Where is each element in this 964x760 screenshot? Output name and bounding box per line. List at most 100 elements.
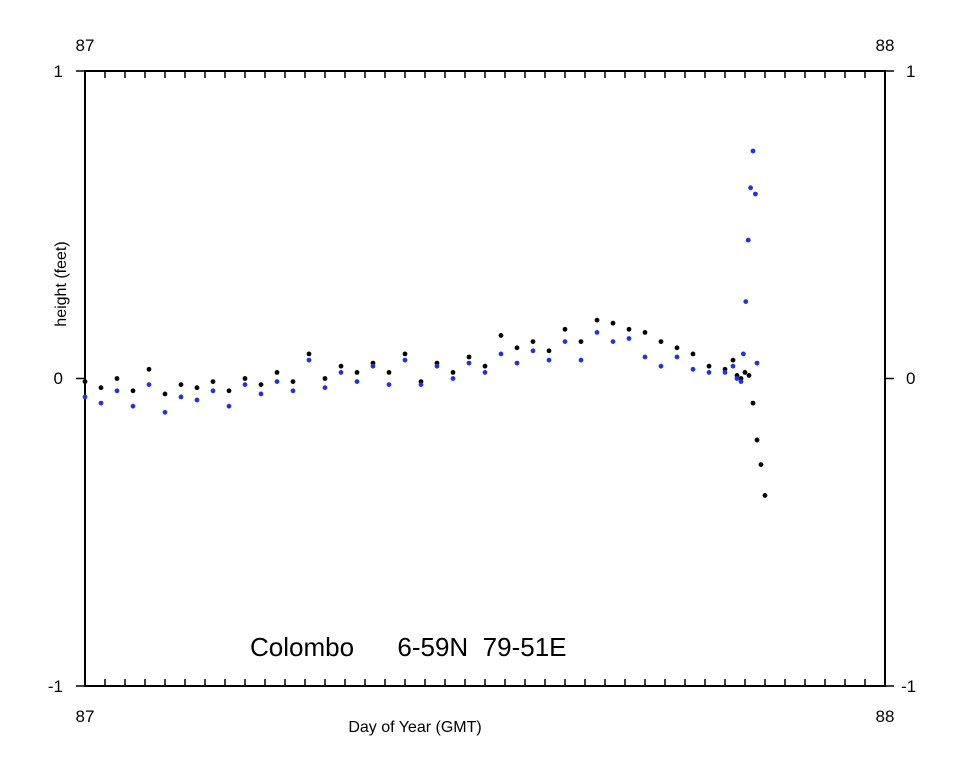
data-point bbox=[594, 330, 600, 335]
data-point bbox=[418, 382, 424, 387]
data-point bbox=[434, 363, 440, 369]
data-point bbox=[306, 357, 312, 363]
data-point bbox=[642, 330, 648, 335]
data-point bbox=[306, 351, 312, 357]
x-tick-top-left: 87 bbox=[76, 36, 95, 55]
data-point bbox=[290, 379, 296, 384]
data-point bbox=[530, 339, 536, 344]
data-point bbox=[450, 370, 456, 375]
data-point bbox=[658, 339, 664, 344]
data-point bbox=[754, 360, 760, 366]
y-tick-left-bottom: -1 bbox=[48, 677, 63, 696]
data-point bbox=[562, 339, 568, 344]
y-tick-left-top: 1 bbox=[54, 62, 63, 81]
data-point bbox=[226, 403, 232, 409]
data-point bbox=[242, 376, 248, 381]
data-point bbox=[194, 397, 200, 403]
y-tick-right-middle: 0 bbox=[906, 369, 915, 388]
data-point bbox=[578, 357, 584, 363]
data-point bbox=[386, 382, 392, 387]
data-point bbox=[626, 336, 632, 341]
y-tick-left-middle: 0 bbox=[54, 369, 63, 388]
data-point bbox=[742, 370, 748, 375]
series-1 bbox=[82, 148, 760, 415]
data-point bbox=[758, 462, 764, 467]
data-point bbox=[750, 148, 756, 154]
data-point bbox=[562, 326, 568, 332]
data-point bbox=[162, 391, 168, 397]
data-point bbox=[98, 385, 104, 391]
x-tick-top-right: 88 bbox=[876, 36, 895, 55]
data-point bbox=[746, 373, 752, 378]
data-point bbox=[642, 354, 648, 360]
data-point bbox=[754, 437, 760, 443]
data-point bbox=[130, 388, 136, 394]
data-point bbox=[690, 366, 696, 372]
data-point bbox=[146, 366, 152, 372]
data-point bbox=[498, 351, 504, 357]
x-tick-bottom-left: 87 bbox=[76, 707, 95, 726]
data-point bbox=[98, 400, 104, 406]
data-point bbox=[546, 348, 552, 354]
y-axis-label: height (feet) bbox=[53, 241, 70, 326]
data-point bbox=[354, 379, 360, 384]
data-point bbox=[722, 370, 728, 375]
data-point bbox=[498, 333, 504, 338]
y-tick-right-top: 1 bbox=[906, 62, 915, 81]
data-point bbox=[546, 357, 552, 363]
data-point bbox=[610, 320, 616, 326]
data-point bbox=[745, 237, 751, 243]
data-point bbox=[354, 370, 360, 375]
series-layer bbox=[82, 148, 768, 498]
data-point bbox=[753, 191, 758, 197]
data-point bbox=[226, 388, 232, 394]
data-point bbox=[386, 370, 392, 375]
data-point bbox=[114, 376, 120, 381]
data-point bbox=[674, 345, 680, 351]
data-point bbox=[482, 363, 488, 369]
data-point bbox=[748, 185, 753, 191]
x-axis-label: Day of Year (GMT) bbox=[348, 719, 481, 736]
data-point bbox=[82, 394, 88, 400]
axis-ticks bbox=[76, 70, 894, 687]
data-point bbox=[450, 376, 456, 381]
data-point bbox=[162, 409, 168, 415]
data-point bbox=[114, 388, 120, 394]
data-point bbox=[743, 299, 749, 304]
data-point bbox=[514, 360, 520, 366]
data-point bbox=[594, 317, 600, 323]
data-point bbox=[482, 370, 488, 375]
data-point bbox=[82, 379, 88, 384]
data-point bbox=[466, 360, 472, 366]
data-point bbox=[370, 363, 376, 369]
data-point bbox=[530, 348, 536, 354]
data-point bbox=[738, 379, 744, 384]
data-point bbox=[146, 382, 152, 387]
data-point bbox=[338, 370, 344, 375]
data-point bbox=[730, 363, 736, 369]
data-point bbox=[762, 493, 768, 498]
data-point bbox=[322, 385, 328, 391]
data-point bbox=[274, 370, 280, 375]
data-point bbox=[466, 354, 472, 360]
y-tick-right-bottom: -1 bbox=[901, 677, 916, 696]
data-point bbox=[706, 363, 712, 369]
data-point bbox=[322, 376, 328, 381]
data-point bbox=[658, 363, 664, 369]
data-point bbox=[730, 357, 736, 363]
data-point bbox=[402, 357, 408, 363]
data-point bbox=[690, 351, 696, 357]
series-0 bbox=[82, 317, 768, 498]
data-point bbox=[514, 345, 520, 351]
plot-frame bbox=[84, 70, 886, 687]
data-point bbox=[706, 370, 712, 375]
station-annotation: Colombo 6-59N 79-51E bbox=[250, 632, 567, 662]
data-point bbox=[258, 391, 264, 397]
data-point bbox=[734, 376, 740, 381]
data-point bbox=[610, 339, 616, 344]
data-point bbox=[741, 351, 746, 357]
data-point bbox=[242, 382, 248, 387]
data-point bbox=[402, 351, 408, 357]
data-point bbox=[210, 379, 216, 384]
